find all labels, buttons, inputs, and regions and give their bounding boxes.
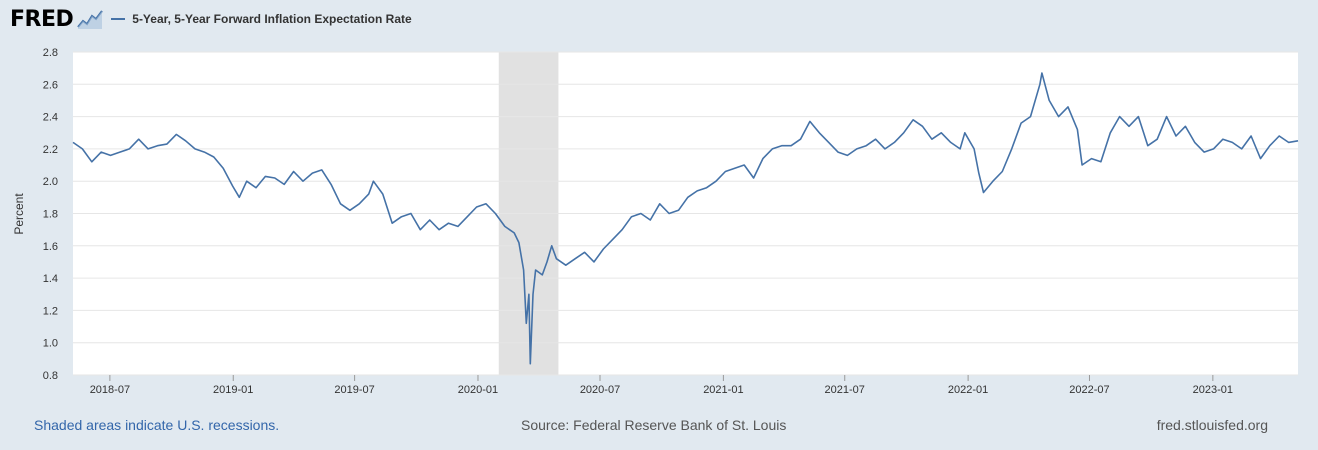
y-tick-label: 1.2 <box>43 305 58 317</box>
source-text: Source: Federal Reserve Bank of St. Loui… <box>521 417 787 433</box>
y-tick-label: 1.0 <box>43 338 58 350</box>
legend: 5-Year, 5-Year Forward Inflation Expecta… <box>111 12 412 26</box>
x-tick-label: 2020-01 <box>458 384 498 396</box>
legend-swatch <box>111 18 126 20</box>
line-layer <box>72 72 1299 365</box>
y-tick-labels: 0.8 1.0 1.2 1.4 1.6 1.8 2.0 2.2 2.4 2.6 2.8 <box>43 47 58 382</box>
legend-series-name: 5-Year, 5-Year Forward Inflation Expecta… <box>132 12 412 26</box>
recession-note-link[interactable]: Shaded areas indicate U.S. recessions. <box>34 417 280 433</box>
y-axis-label: Percent <box>12 193 26 235</box>
y-tick-label: 0.8 <box>43 370 58 382</box>
x-tick-label: 2023-01 <box>1193 384 1233 396</box>
chart-line-icon <box>77 9 104 29</box>
y-tick-label: 1.6 <box>43 241 58 253</box>
y-tick-label: 2.2 <box>43 144 58 156</box>
y-tick-label: 2.8 <box>43 47 58 59</box>
chart-header: FRED 5-Year, 5-Year Forward Inflation Ex… <box>10 4 412 34</box>
y-tick-label: 2.6 <box>43 79 58 91</box>
y-tick-label: 1.8 <box>43 209 58 221</box>
logo-text: FRED <box>10 6 74 32</box>
x-tick-label: 2020-07 <box>580 384 620 396</box>
y-tick-label: 2.4 <box>43 112 58 124</box>
x-tick-label: 2021-07 <box>825 384 865 396</box>
grid-layer <box>73 51 1298 376</box>
x-tick-label: 2021-01 <box>703 384 743 396</box>
x-tick-label: 2022-01 <box>948 384 988 396</box>
x-tick-label: 2018-07 <box>90 384 130 396</box>
y-tick-label: 2.0 <box>43 176 58 188</box>
y-tick-label: 1.4 <box>43 273 58 285</box>
x-tick-labels: 2018-07 2019-01 2019-07 2020-01 2020-07 2021-… <box>90 375 1233 396</box>
series-line[interactable] <box>72 72 1299 365</box>
x-tick-label: 2019-01 <box>213 384 253 396</box>
site-url-link[interactable]: fred.stlouisfed.org <box>1156 417 1268 433</box>
fred-logo[interactable]: FRED <box>10 6 104 32</box>
x-tick-label: 2019-07 <box>334 384 374 396</box>
x-tick-label: 2022-07 <box>1069 384 1109 396</box>
